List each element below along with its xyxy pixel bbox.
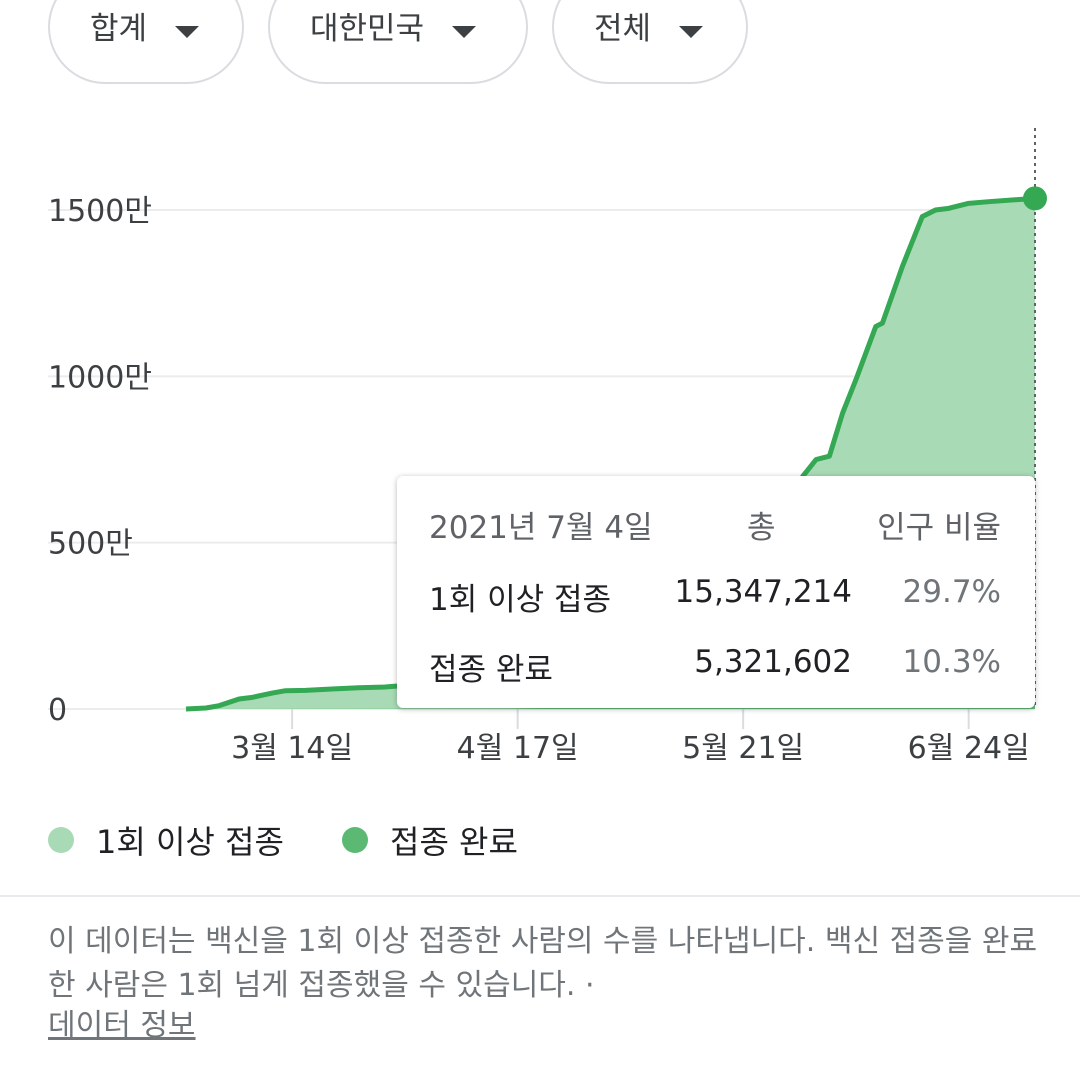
divider (0, 895, 1080, 897)
legend-label: 접종 완료 (390, 823, 518, 861)
tooltip-row-ratio: 10.3% (902, 644, 1001, 680)
tooltip-ratio-header: 인구 비율 (877, 510, 1001, 546)
x-tick-label: 3월 14일 (231, 731, 353, 766)
axis-ticks: 0 500만 1000만 1500만 3월 14일 4월 17일 5월 21일 6월 24일 (48, 194, 1030, 766)
y-tick-label: 1500만 (48, 194, 152, 229)
filter-chip-label: 합계 (90, 11, 148, 47)
filter-chip-population[interactable]: 전체 (552, 0, 748, 84)
dropdown-arrow-icon (175, 26, 200, 38)
legend-dot-icon (48, 827, 74, 853)
tooltip-row-label: 1회 이상 접종 (429, 582, 612, 618)
tooltip-row-ratio: 29.7% (902, 574, 1001, 610)
tooltip-row-total: 5,321,602 (694, 644, 852, 680)
dropdown-arrow-icon (452, 26, 477, 38)
filter-chip-label: 전체 (594, 11, 652, 47)
x-tick-label: 5월 21일 (682, 731, 804, 766)
legend-dot-icon (342, 827, 368, 853)
dropdown-arrow-icon (679, 26, 704, 38)
filter-chip-label: 대한민국 (310, 11, 425, 47)
y-tick-label: 0 (48, 693, 67, 728)
y-tick-label: 500만 (48, 527, 133, 562)
tooltip-row-total: 15,347,214 (674, 574, 853, 610)
x-tick-label: 6월 24일 (908, 731, 1030, 766)
tooltip-total-header: 총 (747, 510, 776, 546)
filter-chip-total[interactable]: 합계 (48, 0, 244, 84)
x-tick-label: 4월 17일 (457, 731, 579, 766)
data-note: 이 데이터는 백신을 1회 이상 접종한 사람의 수를 나타냅니다. 백신 접종… (48, 924, 1038, 1003)
legend-item-completed[interactable]: 접종 완료 (342, 817, 518, 863)
y-tick-label: 1000만 (48, 360, 152, 395)
legend-item-first-dose[interactable]: 1회 이상 접종 (48, 817, 284, 863)
legend-label: 1회 이상 접종 (96, 823, 284, 861)
data-info-link[interactable]: 데이터 정보 (48, 1008, 196, 1043)
hover-point (1023, 186, 1047, 211)
chart-tooltip: 2021년 7월 4일 총 인구 비율 1회 이상 접종 15,347,214 … (397, 476, 1035, 708)
tooltip-date: 2021년 7월 4일 (429, 510, 653, 546)
tooltip-row-label: 접종 완료 (429, 652, 553, 688)
